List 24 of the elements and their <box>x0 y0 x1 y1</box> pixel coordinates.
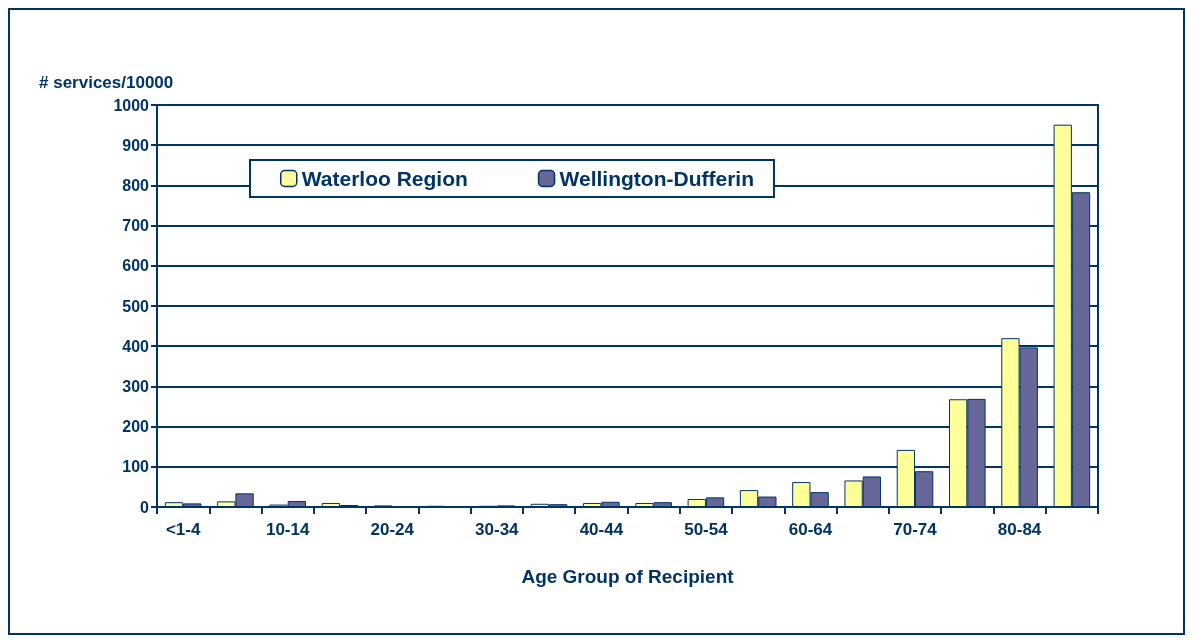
x-tick-label: 30-34 <box>475 520 520 539</box>
x-tick-label: 10-14 <box>265 520 310 539</box>
y-axis-title: # services/10000 <box>39 73 174 92</box>
x-tick-label: 40-44 <box>579 520 624 539</box>
y-tick-label: 900 <box>122 136 150 154</box>
legend-label: Waterloo Region <box>301 167 468 190</box>
y-tick-label: 700 <box>122 217 150 235</box>
x-tick-label: 70-74 <box>893 520 938 539</box>
y-tick-label: 500 <box>122 297 150 315</box>
x-tick-label: 60-64 <box>788 520 833 539</box>
x-axis-title: Age Group of Recipient <box>521 566 735 587</box>
x-tick-label: 80-84 <box>997 520 1042 539</box>
x-tick-label: <1-4 <box>165 520 201 539</box>
y-tick-label: 200 <box>122 418 150 436</box>
y-tick-label: 400 <box>122 337 150 355</box>
y-tick-label: 100 <box>122 458 150 476</box>
x-tick-label: 50-54 <box>684 520 729 539</box>
legend-label: Wellington-Dufferin <box>559 167 754 190</box>
y-tick-label: 1000 <box>113 96 150 114</box>
x-tick-label: 20-24 <box>370 520 415 539</box>
y-tick-label: 800 <box>122 176 150 194</box>
y-tick-label: 600 <box>122 257 150 275</box>
y-tick-label: 300 <box>122 377 150 395</box>
y-tick-label: 0 <box>140 498 150 516</box>
